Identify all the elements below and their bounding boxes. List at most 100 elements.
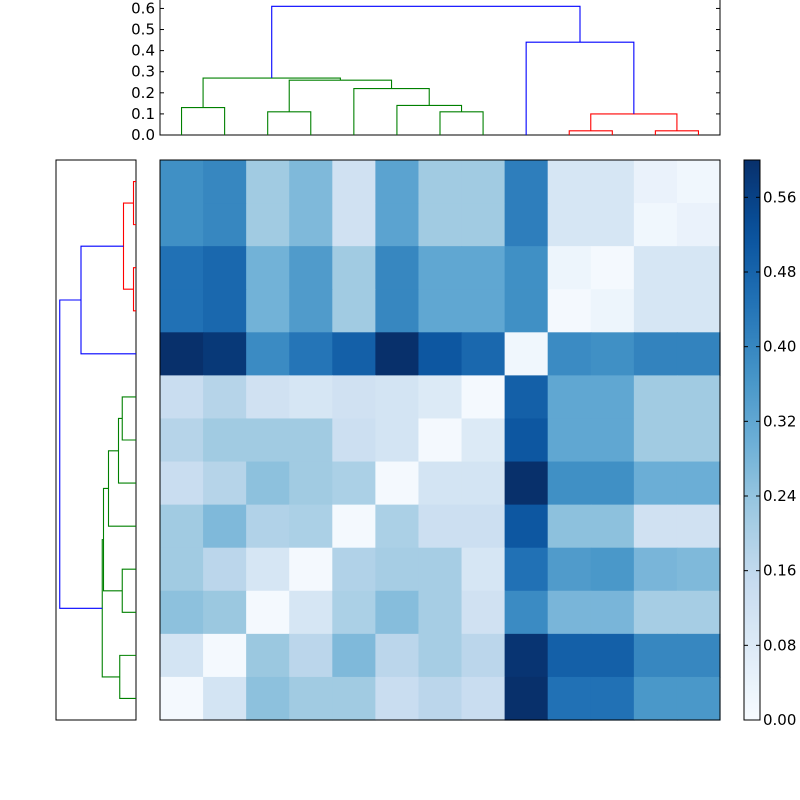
heatmap-cell [676,676,721,721]
heatmap-cell [504,504,549,549]
heatmap-cell [590,590,635,635]
heatmap-cell [289,289,333,333]
dendrogram-link [101,539,120,678]
heatmap-cell [418,590,463,635]
dendrogram-link [202,77,341,108]
heatmap-cell [461,504,506,549]
dendrogram-link [119,654,136,700]
y-tick-label: 0.6 [131,0,155,17]
heatmap-cell [547,375,592,420]
heatmap-cell [246,246,290,290]
heatmap-cell [461,375,506,420]
heatmap-cell [504,203,549,247]
colorbar-tick-label: 0.56 [763,188,796,206]
heatmap-cell [375,504,420,549]
heatmap-cell [676,246,721,290]
dendrogram-link [267,111,312,135]
heatmap-cell [461,547,506,592]
heatmap-cell [547,418,592,463]
heatmap-cell [590,633,635,678]
colorbar-tick-label: 0.32 [763,412,796,430]
heatmap-cell [633,504,678,549]
heatmap-cell [633,289,678,333]
heatmap-cell [246,547,290,592]
heatmap-cell [332,160,376,204]
heatmap-cell [418,246,463,290]
dendrogram-link [568,130,613,135]
heatmap-cell [375,590,420,635]
heatmap-cell [375,418,420,463]
heatmap-cell [332,590,376,635]
heatmap-cell [375,246,420,290]
heatmap-cell [289,461,333,506]
heatmap-cell [547,461,592,506]
heatmap-cell [246,203,290,247]
dendrogram-link [288,79,393,112]
heatmap-cell [633,160,678,204]
heatmap-cell [461,246,506,290]
heatmap-cell [375,160,420,204]
heatmap-cell [590,504,635,549]
colorbar-tick-label: 0.16 [763,562,796,580]
heatmap-cell [461,590,506,635]
dendrogram-link [353,88,430,135]
y-tick-label: 0.2 [131,84,155,102]
heatmap-cell [461,633,506,678]
heatmap-cell [246,375,290,420]
heatmap-cell [461,676,506,721]
heatmap-cell [332,289,376,333]
heatmap-cell [633,461,678,506]
heatmap-cell [160,504,204,549]
heatmap-cell [246,676,290,721]
heatmap-cell [504,246,549,290]
heatmap-cell [289,418,333,463]
dendrogram-link [439,111,484,135]
left-dendrogram [55,159,137,721]
heatmap-cell [633,590,678,635]
heatmap-cell [504,676,549,721]
heatmap-cell [676,504,721,549]
heatmap-cell [418,375,463,420]
heatmap-cell [676,633,721,678]
dendrogram-link [59,299,103,609]
y-tick-label: 0.3 [131,63,155,81]
heatmap-cell [504,160,549,204]
heatmap-cell [375,375,420,420]
dendrogram-link [121,396,136,441]
heatmap-cell [461,418,506,463]
heatmap-cell [375,461,420,506]
heatmap-cell [203,160,247,204]
heatmap-cell [676,590,721,635]
heatmap-cell [418,418,463,463]
colorbar-tick-label: 0.08 [763,636,796,654]
heatmap-cell [160,332,204,376]
heatmap-cell [633,547,678,592]
heatmap-cell [203,504,247,549]
heatmap-cell [633,332,678,376]
y-tick-label: 0.0 [131,126,155,144]
heatmap-cell [203,375,247,420]
heatmap-cell [590,418,635,463]
heatmap-cell [633,203,678,247]
heatmap-cell [289,547,333,592]
heatmap-cell [375,676,420,721]
heatmap-cell [375,633,420,678]
heatmap-cell [676,375,721,420]
heatmap-cell [504,289,549,333]
colorbar-tick-label: 0.24 [763,487,796,505]
heatmap-cell [246,461,290,506]
dendrogram-link [271,5,581,79]
heatmap-cell [160,418,204,463]
heatmap-cell [203,418,247,463]
dendrogram-link [121,568,136,613]
heatmap-cell [633,418,678,463]
heatmap-cell [590,461,635,506]
heatmap-cell [418,633,463,678]
heatmap-cell [332,461,376,506]
heatmap-cell [203,332,247,376]
heatmap [159,159,721,721]
heatmap-cell [332,246,376,290]
heatmap-cell [246,418,290,463]
heatmap-cell [203,203,247,247]
